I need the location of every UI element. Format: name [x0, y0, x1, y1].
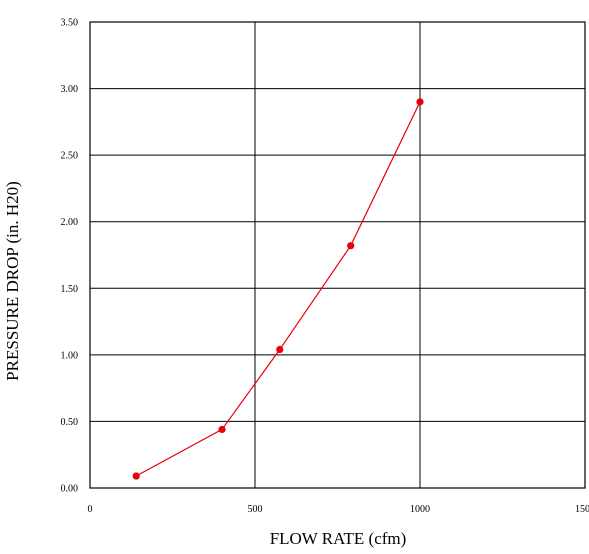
x-axis-ticks: 0 500 1000 1500 — [88, 504, 589, 515]
y-tick-label: 2.50 — [61, 151, 79, 162]
y-tick-label: 1.50 — [61, 284, 79, 295]
data-point — [276, 345, 284, 354]
y-axis-ticks: 0.00 0.50 1.00 1.50 2.00 2.50 3.00 3.50 — [61, 18, 79, 495]
data-point — [416, 98, 424, 106]
y-tick-label: 0.00 — [61, 484, 79, 495]
y-axis-title: PRESSURE DROP (in. H20) — [3, 181, 22, 381]
x-tick-label: 500 — [248, 504, 263, 515]
y-tick-label: 3.00 — [61, 84, 79, 95]
series-layer — [132, 98, 424, 480]
data-point — [347, 242, 355, 250]
x-tick-label: 1500 — [575, 504, 589, 515]
x-axis-title: FLOW RATE (cfm) — [270, 529, 407, 548]
data-point — [218, 425, 226, 434]
plot-frame — [89, 21, 586, 489]
series-line — [135, 101, 421, 477]
y-tick-label: 0.50 — [61, 417, 79, 428]
x-tick-label: 1000 — [410, 504, 430, 515]
y-tick-label: 1.00 — [61, 350, 79, 361]
data-point — [132, 472, 140, 480]
y-tick-label: 3.50 — [61, 18, 79, 29]
x-tick-label: 0 — [88, 504, 93, 515]
y-tick-label: 2.00 — [61, 217, 79, 228]
grid — [89, 21, 586, 489]
